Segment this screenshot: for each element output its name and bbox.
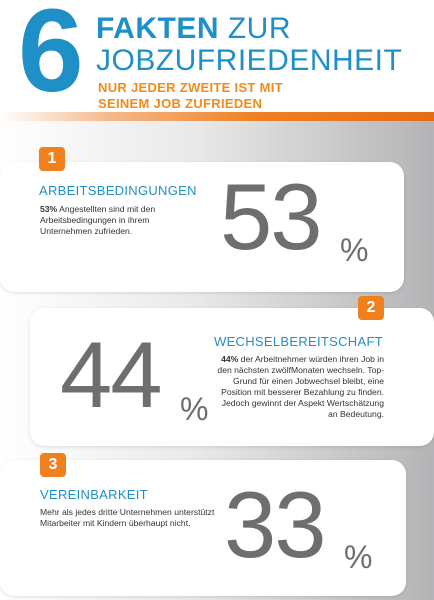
fact-heading-1: ARBEITSBEDINGUNGEN (39, 183, 197, 198)
fact-text-1-bold: 53% (40, 204, 58, 214)
fact-number-1: 53 (220, 164, 323, 269)
fact-badge-3: 3 (40, 453, 66, 477)
fact-percent-2: % (180, 391, 209, 427)
fact-text-1-rest: Angestellten sind mit den Arbeitsbedingu… (40, 204, 156, 236)
title-light: ZUR (227, 12, 291, 45)
header: 6 FAKTEN ZUR JOBZUFRIEDENHEIT NUR JEDER … (0, 0, 434, 120)
subtitle: NUR JEDER ZWEITE IST MIT SEINEM JOB ZUFR… (98, 80, 283, 112)
fact-text-2-bold: 44% (221, 354, 239, 364)
big-number-six: 6 (18, 0, 84, 117)
subtitle-line-2: SEINEM JOB ZUFRIEDEN (98, 96, 263, 111)
orange-divider (0, 112, 434, 121)
fact-text-3: Mehr als jedes dritte Unternehmen unters… (40, 507, 220, 529)
fact-percent-3: % (344, 539, 373, 575)
fact-heading-3: VEREINBARKEIT (40, 487, 148, 502)
fact-badge-1: 1 (39, 147, 65, 171)
title-line-2: JOBZUFRIEDENHEIT (96, 44, 403, 77)
fact-number-2: 44 (60, 322, 163, 427)
fact-text-2-rest: der Arbeitnehmer würden ihren Job in den… (217, 354, 384, 419)
title-bold: FAKTEN (96, 12, 219, 45)
subtitle-line-1: NUR JEDER ZWEITE IST MIT (98, 80, 283, 95)
fact-card-2 (30, 308, 434, 446)
fact-card-1 (0, 162, 404, 292)
fact-number-3: 33 (224, 472, 327, 577)
fact-percent-1: % (340, 232, 369, 268)
title-line-1: FAKTEN ZUR (96, 14, 291, 44)
fact-text-2: 44% der Arbeitnehmer würden ihren Job in… (214, 354, 384, 420)
fact-text-3-rest: Mehr als jedes dritte Unternehmen unters… (40, 507, 215, 528)
fact-heading-2: WECHSELBEREITSCHAFT (214, 334, 383, 349)
fact-badge-2: 2 (358, 296, 384, 320)
fact-text-1: 53% Angestellten sind mit den Arbeitsbed… (40, 204, 190, 237)
fact-card-3 (0, 460, 406, 596)
